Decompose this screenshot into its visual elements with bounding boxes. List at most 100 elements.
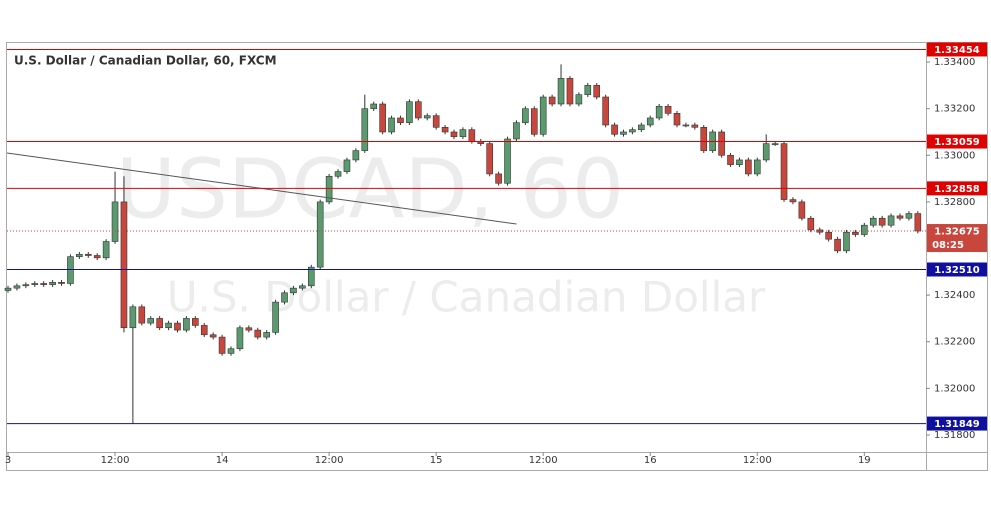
y-tick-label: 1.32800 [934, 197, 975, 208]
candle-body [352, 150, 360, 161]
candle-body [905, 213, 913, 219]
candle-body [183, 318, 190, 331]
candle-body [200, 325, 208, 336]
candle-body [67, 256, 74, 284]
candle-body [236, 327, 244, 350]
candle-body [415, 101, 422, 119]
candle-body [843, 231, 850, 252]
candle-body [638, 124, 645, 130]
candle-body [49, 282, 56, 285]
level-label-box [927, 134, 987, 149]
x-tick-label: 16 [644, 455, 657, 466]
candle-body [646, 117, 654, 126]
candle-body [397, 117, 404, 123]
candle-body [93, 255, 101, 259]
candle-body [593, 85, 601, 98]
candle-body [584, 85, 592, 95]
candle-body [620, 131, 627, 135]
x-tick-label: 12:00 [315, 455, 344, 466]
candle-body [147, 318, 155, 324]
watermark: USDCAD, 60 [116, 142, 624, 237]
x-tick-label: 12:00 [743, 455, 772, 466]
candle-body [459, 129, 467, 137]
candle-body [629, 129, 636, 133]
candle-body [218, 336, 226, 354]
candle-body [780, 143, 788, 200]
current-price-box [927, 224, 987, 253]
candle-body [745, 159, 752, 175]
candle-body [539, 96, 547, 135]
x-tick-label: 14 [216, 455, 229, 466]
candle-body [727, 154, 734, 165]
candle-body [869, 217, 877, 226]
candle-body [31, 283, 39, 285]
candle-body [807, 217, 815, 231]
candle-body [682, 124, 690, 127]
candle-body [504, 138, 511, 184]
candle-body [789, 199, 797, 203]
candle-body [406, 101, 413, 123]
countdown-label: 08:25 [932, 240, 964, 251]
candle-body [263, 332, 270, 338]
level-label: 1.32510 [934, 265, 980, 276]
candle-body [530, 108, 538, 135]
candle-body [227, 348, 235, 354]
candle-body [557, 78, 565, 105]
level-label-box [927, 262, 987, 277]
candle-body [102, 241, 110, 259]
level-label-box [927, 42, 987, 57]
candle-body [334, 171, 342, 177]
candle-body [165, 322, 172, 329]
candle-body [798, 201, 806, 219]
x-tick-label: 12:00 [101, 455, 130, 466]
x-tick-label: 19 [858, 455, 871, 466]
candle-body [896, 215, 904, 219]
candle-body [272, 301, 279, 333]
candle-body [245, 327, 253, 331]
candle-body [361, 108, 369, 151]
candle-body [700, 127, 708, 151]
candle-body [299, 285, 306, 289]
candle-body [914, 213, 922, 232]
candle-body [174, 322, 181, 331]
current-price-label: 1.32675 [934, 227, 980, 238]
candle-body [192, 318, 199, 326]
y-tick-label: 1.32400 [934, 290, 975, 301]
level-label-box [927, 416, 987, 431]
chart-title: U.S. Dollar / Canadian Dollar, 60, FXCM [14, 54, 277, 68]
candle-body [441, 127, 449, 133]
candle-body [84, 254, 92, 256]
candle-body [878, 217, 886, 226]
frame [6, 42, 988, 471]
candle-body [771, 143, 779, 145]
x-tick-label: 12:00 [529, 455, 558, 466]
candle-body [468, 129, 476, 142]
candle-body [575, 94, 583, 105]
candle-body [423, 115, 431, 119]
candle-body [834, 238, 841, 252]
candle-body [825, 231, 832, 240]
level-label: 1.33059 [934, 137, 980, 148]
candle-body [513, 122, 520, 140]
candle-body [548, 96, 556, 105]
y-tick-label: 1.33000 [934, 150, 975, 161]
candle-body [370, 103, 378, 109]
candle-body [120, 201, 128, 329]
candle-body [602, 96, 609, 126]
x-tick-label: 15 [430, 455, 443, 466]
y-tick-label: 1.32200 [934, 337, 975, 348]
candle-body [22, 284, 30, 287]
candle-body [861, 224, 868, 235]
level-label: 1.32858 [934, 184, 980, 195]
candle-body [432, 115, 440, 128]
candle-body [566, 78, 574, 105]
x-tick-label: 3 [5, 455, 11, 466]
candle-body [611, 124, 618, 135]
candle-body [325, 175, 333, 203]
level-label-box [927, 181, 987, 196]
candle-body [816, 229, 824, 233]
candle-body [495, 173, 502, 184]
candle-body [753, 159, 761, 175]
level-label: 1.33454 [934, 45, 980, 56]
